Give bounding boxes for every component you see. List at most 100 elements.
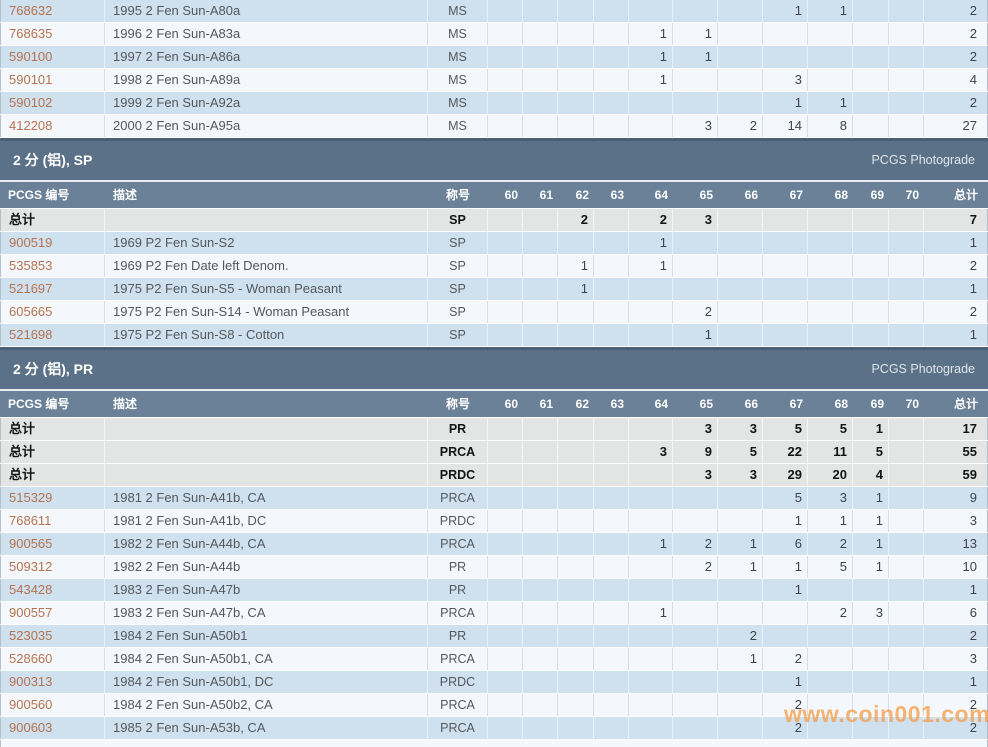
grade-66-cell [718,0,763,22]
pcgs-number-link[interactable]: 543428 [9,582,53,597]
grade-66-cell: 2 [718,625,763,647]
grade-69-cell: 1 [853,533,889,555]
pcgs-number-link[interactable]: 590101 [9,72,53,87]
grade-64-cell [629,625,673,647]
photograde-link[interactable]: PCGS Photograde [871,362,975,376]
designation-cell: PR [428,579,488,601]
grade-61-cell [523,579,558,601]
column-header-grade-66: 66 [744,397,758,411]
grade-69-cell: 1 [853,487,889,509]
column-header-grade-66: 66 [744,188,758,202]
pcgs-number-cell: 768611 [0,510,105,532]
grade-62-cell [558,625,594,647]
grade-63-cell [594,648,629,670]
table-row: 590100 1997 2 Fen Sun-A86a MS 1 1 2 [0,46,988,69]
pcgs-number-link[interactable]: 900560 [9,697,53,712]
grade-65-cell: 3 [673,418,718,440]
grade-69-cell [853,46,889,68]
grade-67-cell: 5 [763,487,808,509]
pcgs-number-link[interactable]: 509312 [9,559,53,574]
grade-67-cell [763,602,808,624]
grade-64-cell: 1 [629,602,673,624]
pcgs-number-link[interactable]: 605665 [9,304,53,319]
grade-63-cell [594,556,629,578]
pcgs-number-link[interactable]: 523035 [9,628,53,643]
designation-cell: MS [428,92,488,114]
grade-64-cell [629,0,673,22]
pcgs-number-link[interactable]: 590102 [9,95,53,110]
pcgs-number-link[interactable]: 521698 [9,327,53,342]
grade-65-cell [673,255,718,277]
grade-66-cell [718,23,763,45]
grade-64-cell [629,464,673,486]
grade-66-cell: 1 [718,648,763,670]
grade-64-cell [629,92,673,114]
pcgs-number-link[interactable]: 900557 [9,605,53,620]
grade-68-cell: 5 [808,418,853,440]
grade-63-cell [594,69,629,91]
grade-60-cell [488,625,523,647]
grade-67-cell [763,278,808,300]
pcgs-number-link[interactable]: 900519 [9,235,53,250]
grade-70-cell [889,717,924,739]
grade-67-cell: 1 [763,556,808,578]
grade-60-cell [488,579,523,601]
grade-70-cell [889,602,924,624]
grade-62-cell [558,301,594,323]
pcgs-number-link[interactable]: 768632 [9,3,53,18]
grade-67-cell [763,209,808,231]
grade-61-cell [523,301,558,323]
pcgs-number-link[interactable]: 900603 [9,720,53,735]
total-cell: 1 [924,232,988,254]
pcgs-number-link[interactable]: 768635 [9,26,53,41]
description-cell: 1984 2 Fen Sun-A50b1, DC [105,671,428,693]
grade-70-cell [889,510,924,532]
column-header-row: PCGS 编号 描述 称号 60 61 62 63 64 65 66 67 68 69 70 总计 [0,391,988,418]
totals-row: 总计 PR 3 3 5 5 1 17 [0,418,988,441]
pcgs-number-link[interactable]: 515329 [9,490,53,505]
grade-69-cell [853,625,889,647]
pcgs-number-link[interactable]: 900313 [9,674,53,689]
pcgs-number-link[interactable]: 535853 [9,258,53,273]
grade-60-cell [488,671,523,693]
pcgs-number-link[interactable]: 412208 [9,118,53,133]
table-row: 900519 1969 P2 Fen Sun-S2 SP 1 1 [0,232,988,255]
pcgs-number-cell: 768635 [0,23,105,45]
column-header-grade-63: 63 [610,397,624,411]
grade-60-cell [488,694,523,716]
grade-68-cell [808,69,853,91]
grade-69-cell [853,324,889,346]
grade-68-cell [808,717,853,739]
grade-69-cell [853,92,889,114]
grade-68-cell [808,625,853,647]
grade-61-cell [523,255,558,277]
photograde-link[interactable]: PCGS Photograde [871,153,975,167]
description-cell: 1983 2 Fen Sun-A47b [105,579,428,601]
grade-60-cell [488,418,523,440]
grade-66-cell [718,602,763,624]
pcgs-number-link[interactable]: 768611 [9,513,52,528]
total-cell: 1 [924,671,988,693]
description-cell: 1983 2 Fen Sun-A47b, CA [105,602,428,624]
designation-cell: PRCA [428,487,488,509]
grade-67-cell: 1 [763,0,808,22]
grade-60-cell [488,209,523,231]
description-cell: 1975 P2 Fen Sun-S14 - Woman Peasant [105,301,428,323]
grade-65-cell [673,648,718,670]
report-section: 768632 1995 2 Fen Sun-A80a MS 1 1 2 768635 1996… [0,0,988,141]
grade-66-cell [718,46,763,68]
pcgs-number-link[interactable]: 528660 [9,651,53,666]
grade-65-cell [673,579,718,601]
grade-67-cell [763,324,808,346]
grade-68-cell [808,648,853,670]
column-header-grade-67: 67 [789,397,803,411]
pcgs-number-link[interactable]: 521697 [9,281,53,296]
grade-65-cell: 3 [673,115,718,137]
pcgs-number-link[interactable]: 590100 [9,49,53,64]
pcgs-number-link[interactable]: 900565 [9,536,53,551]
grade-64-cell [629,671,673,693]
table-row: 543428 1983 2 Fen Sun-A47b PR 1 1 [0,579,988,602]
grade-70-cell [889,579,924,601]
table-row: 521698 1975 P2 Fen Sun-S8 - Cotton SP 1 1 [0,324,988,347]
grade-62-cell [558,671,594,693]
